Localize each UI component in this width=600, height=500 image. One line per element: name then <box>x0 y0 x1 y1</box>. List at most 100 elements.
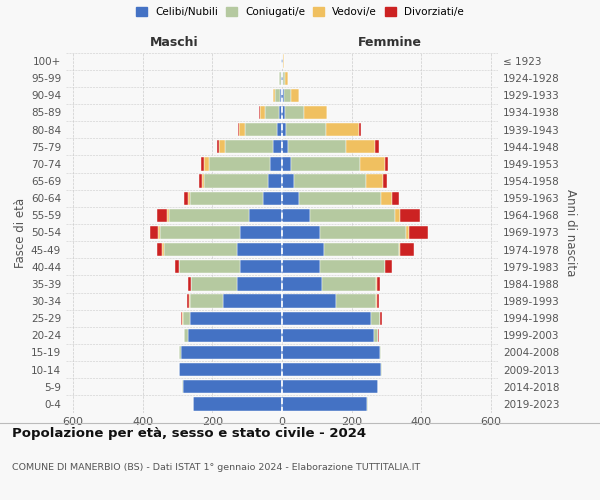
Bar <box>376 294 377 308</box>
Bar <box>282 192 299 205</box>
Bar <box>282 397 367 410</box>
Bar <box>279 106 282 119</box>
Bar <box>190 312 282 325</box>
Bar <box>281 72 282 85</box>
Bar <box>282 157 291 170</box>
Bar <box>238 123 239 136</box>
Bar <box>380 346 381 359</box>
Bar <box>336 294 376 308</box>
Bar <box>157 208 167 222</box>
Bar <box>190 192 263 205</box>
Bar <box>284 88 291 102</box>
Bar <box>361 157 385 170</box>
Bar <box>282 88 284 102</box>
Bar <box>286 123 326 136</box>
Bar <box>320 260 385 274</box>
Text: Femmine: Femmine <box>358 36 422 49</box>
Bar <box>245 123 277 136</box>
Bar <box>189 294 190 308</box>
Bar <box>175 260 179 274</box>
Bar <box>203 157 209 170</box>
Bar <box>181 312 182 325</box>
Bar <box>376 277 377 290</box>
Bar <box>199 174 202 188</box>
Bar <box>385 157 388 170</box>
Bar <box>282 363 381 376</box>
Bar <box>282 226 320 239</box>
Bar <box>158 226 160 239</box>
Bar <box>294 174 365 188</box>
Bar <box>162 243 164 256</box>
Bar <box>285 72 287 85</box>
Bar <box>282 312 371 325</box>
Bar <box>324 243 399 256</box>
Bar <box>381 192 392 205</box>
Bar <box>202 174 203 188</box>
Bar <box>282 328 374 342</box>
Bar <box>193 397 282 410</box>
Bar <box>320 226 406 239</box>
Bar <box>380 312 382 325</box>
Bar <box>291 157 361 170</box>
Bar <box>282 243 324 256</box>
Bar <box>237 243 282 256</box>
Text: Maschi: Maschi <box>149 36 199 49</box>
Bar <box>239 123 245 136</box>
Bar <box>400 208 419 222</box>
Bar <box>188 277 191 290</box>
Bar <box>237 277 282 290</box>
Bar <box>183 380 282 394</box>
Bar <box>310 208 395 222</box>
Bar <box>400 243 415 256</box>
Bar <box>282 72 283 85</box>
Bar <box>179 260 240 274</box>
Bar <box>273 140 282 153</box>
Bar <box>164 243 237 256</box>
Bar <box>283 54 284 68</box>
Bar <box>282 123 286 136</box>
Bar <box>283 72 285 85</box>
Bar <box>277 123 282 136</box>
Bar <box>374 328 378 342</box>
Bar <box>279 72 281 85</box>
Bar <box>259 106 260 119</box>
Y-axis label: Fasce di età: Fasce di età <box>14 198 27 268</box>
Bar <box>285 106 304 119</box>
Bar <box>291 88 299 102</box>
Bar <box>326 123 359 136</box>
Bar <box>149 226 158 239</box>
Bar <box>169 208 249 222</box>
Bar <box>282 106 285 119</box>
Bar <box>377 294 379 308</box>
Bar <box>203 174 268 188</box>
Bar <box>188 328 282 342</box>
Bar <box>409 226 428 239</box>
Bar <box>263 192 282 205</box>
Bar <box>188 192 190 205</box>
Bar <box>157 243 162 256</box>
Bar <box>392 192 399 205</box>
Bar <box>381 363 382 376</box>
Bar <box>371 312 380 325</box>
Bar <box>275 88 280 102</box>
Bar <box>183 312 190 325</box>
Bar <box>383 174 386 188</box>
Bar <box>249 208 282 222</box>
Bar <box>217 140 219 153</box>
Bar <box>282 380 378 394</box>
Bar <box>223 294 282 308</box>
Bar <box>190 294 223 308</box>
Bar <box>270 157 282 170</box>
Bar <box>240 260 282 274</box>
Y-axis label: Anni di nascita: Anni di nascita <box>564 189 577 276</box>
Bar <box>209 157 270 170</box>
Bar <box>167 208 169 222</box>
Bar <box>282 346 380 359</box>
Bar <box>376 140 379 153</box>
Bar <box>240 226 282 239</box>
Bar <box>184 328 188 342</box>
Bar <box>395 208 400 222</box>
Bar <box>288 140 346 153</box>
Bar <box>181 346 282 359</box>
Bar <box>282 208 310 222</box>
